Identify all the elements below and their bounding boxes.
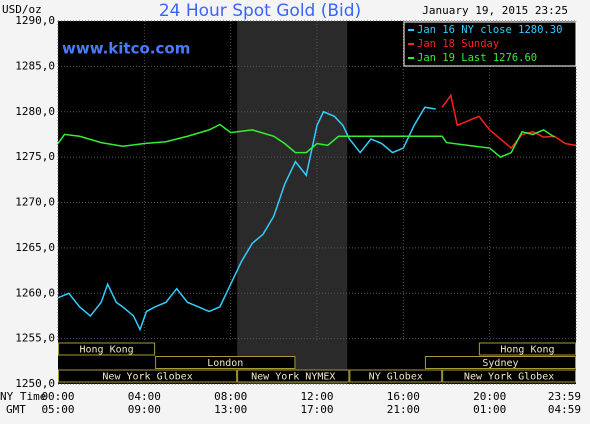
y-axis-label: USD/oz <box>2 3 42 16</box>
x-tick-label-gmt: 05:00 <box>41 403 74 416</box>
y-tick-label: 1255,0 <box>15 332 55 345</box>
y-tick-label: 1265,0 <box>15 241 55 254</box>
session-label: Sydney <box>482 358 518 369</box>
x-row-label: NY Time <box>0 390 46 403</box>
series-line <box>57 123 555 158</box>
session-label: Hong Kong <box>79 345 133 356</box>
x-row-label: GMT <box>6 403 26 416</box>
x-tick-label: 23:59 <box>548 390 581 403</box>
session-label: Hong Kong <box>500 345 554 356</box>
x-tick-label-gmt: 04:59 <box>548 403 581 416</box>
legend-label: Jan 16 NY close 1280.30 <box>417 24 562 36</box>
session-label: NY Globex <box>369 372 423 383</box>
session-label: New York NYMEX <box>251 372 335 383</box>
session-box <box>442 369 576 383</box>
x-tick-label: 12:00 <box>300 390 333 403</box>
y-tick-label: 1250,0 <box>15 377 55 390</box>
x-tick-label: 16:00 <box>387 390 420 403</box>
legend-label: Jan 19 Last 1276.60 <box>417 52 537 64</box>
x-tick-label: 08:00 <box>214 390 247 403</box>
y-tick-label: 1280,0 <box>15 105 55 118</box>
x-tick-label-gmt: 21:00 <box>387 403 420 416</box>
x-tick-label-gmt: 17:00 <box>300 403 333 416</box>
session-label: London <box>207 358 243 369</box>
y-tick-label: 1290,0 <box>15 14 55 27</box>
timestamp: January 19, 2015 23:25 <box>422 4 568 17</box>
series-line <box>57 106 436 332</box>
y-tick-label: 1275,0 <box>15 150 55 163</box>
session-box <box>58 342 156 356</box>
session-box <box>58 369 238 383</box>
x-tick-label-gmt: 13:00 <box>214 403 247 416</box>
x-tick-label: 00:00 <box>41 390 74 403</box>
x-tick-label-gmt: 01:00 <box>473 403 506 416</box>
legend-label: Jan 18 Sunday <box>417 38 499 50</box>
session-box <box>237 369 350 383</box>
session-box <box>349 369 443 383</box>
session-box <box>478 342 576 356</box>
watermark: www.kitco.com <box>62 40 190 58</box>
y-tick-label: 1260,0 <box>15 286 55 299</box>
y-tick-label: 1285,0 <box>15 59 55 72</box>
session-label: New York Globex <box>102 372 192 383</box>
session-box <box>424 356 576 369</box>
x-tick-label: 20:00 <box>473 390 506 403</box>
chart-title: 24 Hour Spot Gold (Bid) <box>159 1 361 21</box>
session-label: New York Globex <box>464 372 554 383</box>
x-tick-label-gmt: 09:00 <box>128 403 161 416</box>
session-box <box>155 356 296 369</box>
legend-box <box>403 21 577 67</box>
y-tick-label: 1270,0 <box>15 196 55 209</box>
x-tick-label: 04:00 <box>128 390 161 403</box>
